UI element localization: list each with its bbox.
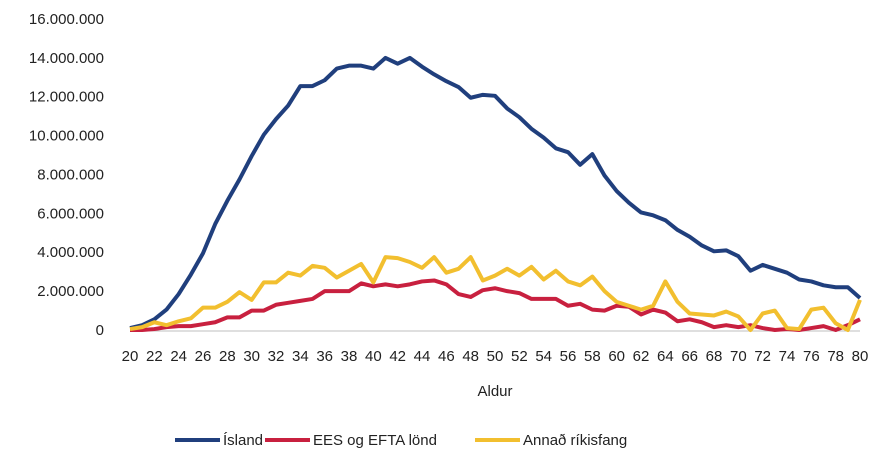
x-tick-label: 24 [170,348,187,365]
x-tick-label: 56 [560,348,577,365]
legend-label: EES og EFTA lönd [313,432,437,449]
y-tick-label: 8.000.000 [37,166,104,183]
x-tick-label: 46 [438,348,455,365]
x-tick-label: 52 [511,348,528,365]
x-axis-title: Aldur [477,383,512,400]
x-tick-label: 34 [292,348,309,365]
y-tick-label: 4.000.000 [37,244,104,261]
x-tick-label: 74 [779,348,796,365]
x-tick-label: 76 [803,348,820,365]
legend-label: Annað ríkisfang [523,432,627,449]
x-tick-label: 22 [146,348,163,365]
x-tick-label: 28 [219,348,236,365]
x-tick-label: 58 [584,348,601,365]
x-tick-label: 68 [706,348,723,365]
x-tick-label: 42 [389,348,406,365]
y-tick-label: 12.000.000 [29,89,104,106]
x-tick-label: 54 [535,348,552,365]
y-tick-label: 0 [96,322,104,339]
y-tick-label: 16.000.000 [29,11,104,28]
y-tick-label: 2.000.000 [37,283,104,300]
x-tick-label: 36 [316,348,333,365]
legend-label: Ísland [223,432,263,449]
x-tick-label: 26 [195,348,212,365]
x-tick-label: 72 [754,348,771,365]
x-tick-label: 30 [243,348,260,365]
x-tick-label: 32 [268,348,285,365]
x-tick-label: 20 [122,348,139,365]
x-tick-label: 48 [462,348,479,365]
x-tick-label: 78 [827,348,844,365]
x-tick-label: 44 [414,348,431,365]
x-tick-label: 70 [730,348,747,365]
x-tick-label: 40 [365,348,382,365]
series-line [129,55,862,331]
y-tick-label: 14.000.000 [29,50,104,67]
series-line [130,278,861,333]
x-tick-label: 66 [681,348,698,365]
x-tick-label: 60 [608,348,625,365]
x-tick-label: 62 [633,348,650,365]
y-tick-label: 10.000.000 [29,128,104,145]
x-tick-label: 38 [341,348,358,365]
y-tick-label: 6.000.000 [37,205,104,222]
x-tick-label: 80 [852,348,869,365]
x-tick-label: 64 [657,348,674,365]
x-tick-label: 50 [487,348,504,365]
series-line [129,255,862,333]
